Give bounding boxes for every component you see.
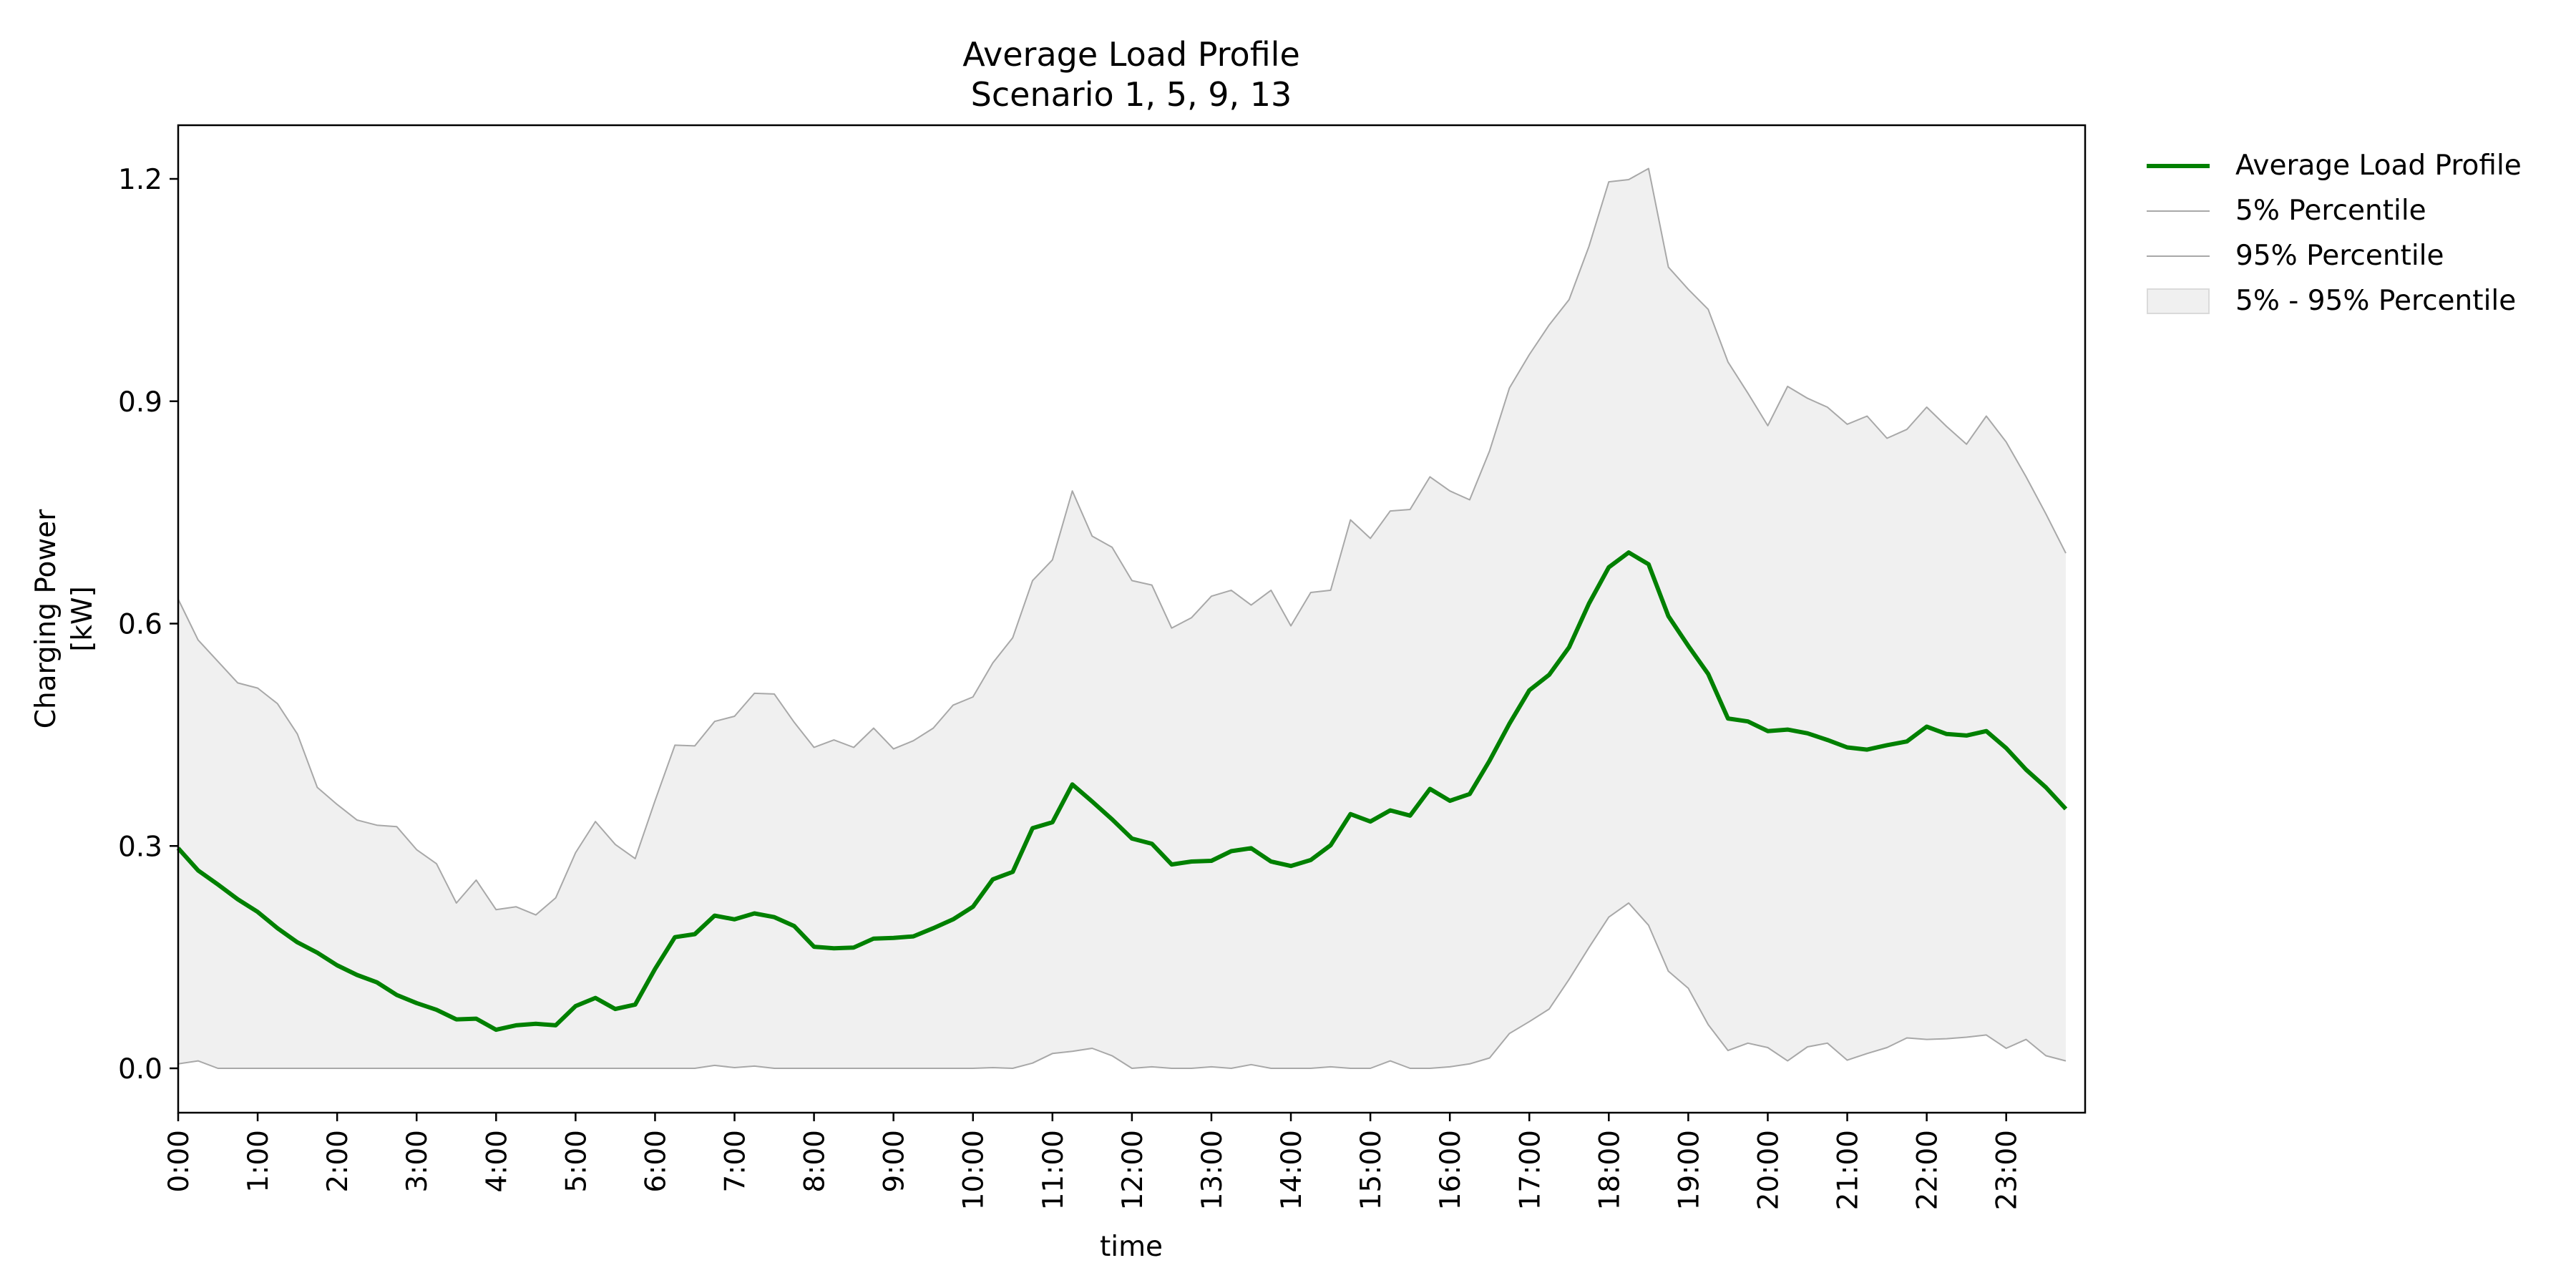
series-line-average <box>176 550 2068 1033</box>
x-tick-label: 11:00 <box>1038 1130 1070 1210</box>
legend-swatch-p95 <box>2147 242 2210 270</box>
x-tick-label: 22:00 <box>1912 1130 1944 1210</box>
series-line-p95 <box>177 167 2067 916</box>
legend-item-p5: 5% Percentile <box>2147 188 2562 233</box>
legend-item-band: 5% - 95% Percentile <box>2147 278 2562 323</box>
legend-label-average: Average Load Profile <box>2235 150 2522 182</box>
x-axis: 0:00 1:00 2:00 3:00 4:00 5:00 6:00 7:00 8:00 9:00… <box>163 1113 2024 1210</box>
chart-subtitle: Scenario 1, 5, 9, 13 <box>971 75 1292 114</box>
legend-item-p95: 95% Percentile <box>2147 233 2562 278</box>
legend-label-p5: 5% Percentile <box>2235 195 2426 227</box>
x-tick-label: 4:00 <box>481 1130 513 1193</box>
legend-label-band: 5% - 95% Percentile <box>2235 285 2517 317</box>
x-tick-label: 7:00 <box>720 1130 752 1193</box>
legend-swatch-band <box>2147 287 2210 316</box>
x-tick-label: 13:00 <box>1196 1130 1229 1210</box>
x-axis-label: time <box>1100 1231 1163 1263</box>
x-tick-label: 8:00 <box>799 1130 831 1193</box>
x-tick-label: 10:00 <box>958 1130 990 1210</box>
legend-swatch-p5 <box>2147 197 2210 225</box>
y-tick-label: 1.2 <box>118 164 162 196</box>
plot-frame <box>177 124 2087 1114</box>
x-tick-label: 3:00 <box>401 1130 434 1193</box>
x-tick-label: 20:00 <box>1753 1130 1785 1210</box>
legend-label-p95: 95% Percentile <box>2235 240 2444 272</box>
x-tick-label: 17:00 <box>1514 1130 1546 1210</box>
x-tick-label: 2:00 <box>322 1130 354 1193</box>
y-tick-label: 0.9 <box>118 386 162 419</box>
x-tick-label: 23:00 <box>1991 1130 2024 1210</box>
x-tick-label: 14:00 <box>1276 1130 1308 1210</box>
x-tick-label: 19:00 <box>1673 1130 1705 1210</box>
y-axis-unit: [kW] <box>67 586 99 652</box>
x-tick-label: 1:00 <box>243 1130 275 1193</box>
x-tick-label: 0:00 <box>163 1130 195 1193</box>
x-tick-label: 9:00 <box>879 1130 911 1193</box>
plot-area <box>176 167 2068 1069</box>
x-tick-label: 21:00 <box>1833 1130 1865 1210</box>
legend: Average Load Profile 5% Percentile 95% P… <box>2147 143 2562 323</box>
y-axis: 0.0 0.3 0.6 0.9 1.2 <box>118 164 178 1085</box>
x-tick-label: 6:00 <box>640 1130 672 1193</box>
x-tick-label: 15:00 <box>1355 1130 1387 1210</box>
x-tick-label: 16:00 <box>1435 1130 1467 1210</box>
y-tick-label: 0.6 <box>118 609 162 641</box>
series-line-p5 <box>177 902 2067 1069</box>
x-tick-label: 12:00 <box>1117 1130 1149 1210</box>
x-tick-label: 5:00 <box>560 1130 592 1193</box>
y-tick-label: 0.0 <box>118 1053 162 1085</box>
x-tick-label: 18:00 <box>1594 1130 1626 1210</box>
legend-swatch-average <box>2147 152 2210 180</box>
y-tick-label: 0.3 <box>118 831 162 863</box>
y-axis-label: Charging Power <box>30 509 62 729</box>
percentile-band <box>178 168 2066 1068</box>
chart-title: Average Load Profile <box>962 35 1300 74</box>
legend-item-average: Average Load Profile <box>2147 143 2562 188</box>
